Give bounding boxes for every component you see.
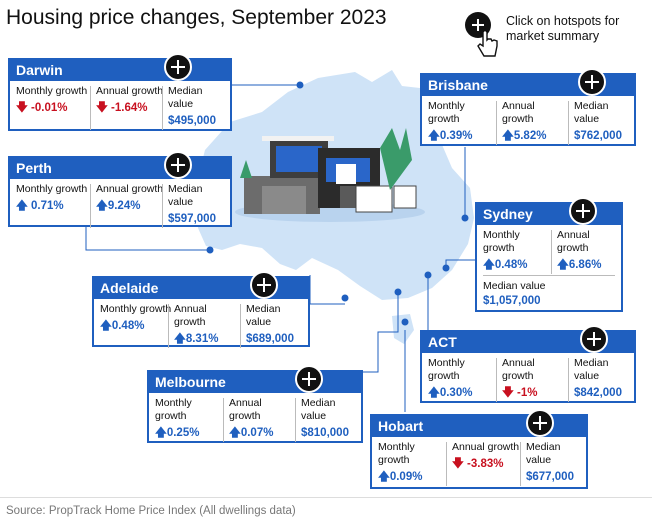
page-title: Housing price changes, September 2023 (6, 6, 387, 29)
median-value: Median value $597,000 (168, 183, 216, 225)
monthly-growth: Monthly growth 🡅0.30% (428, 357, 498, 400)
median-value: Median value $762,000 (574, 100, 622, 142)
monthly-value: 🡅0.39% (428, 130, 473, 142)
card-title: Hobart (372, 416, 586, 437)
tasmania (392, 314, 414, 344)
monthly-growth: Monthly growth 🡅0.25% (155, 397, 225, 440)
monthly-growth: Monthly growth 🡅 0.71% (16, 183, 88, 212)
card-brisbane[interactable]: Brisbane Monthly growth 🡅0.39% Annual gr… (420, 68, 636, 146)
annual-value: 🡅8.31% (174, 333, 219, 345)
annual-growth: Annual growth 🡅5.82% (502, 100, 568, 143)
annual-value: 🡅9.24% (96, 200, 141, 212)
annual-value: 🡇 -1.64% (96, 102, 148, 114)
median-value: Median value $810,000 (301, 397, 349, 439)
house-illustration (235, 128, 425, 222)
pointing-hand-icon (477, 29, 498, 57)
median-value: Median value $677,000 (526, 441, 574, 483)
card-title: Sydney (477, 204, 621, 225)
expand-plus-icon[interactable] (569, 197, 597, 225)
source-note: Source: PropTrack Home Price Index (All … (6, 505, 296, 517)
card-act[interactable]: ACT Monthly growth 🡅0.30% Annual growth … (420, 325, 636, 403)
connector-lines (85, 81, 475, 412)
footer-divider (0, 497, 652, 498)
card-title: Perth (10, 158, 230, 179)
monthly-growth: Monthly growth 🡅0.09% (378, 441, 446, 484)
card-title: Darwin (10, 60, 230, 81)
median-value: Median value $1,057,000 (483, 280, 546, 307)
annual-growth: Annual growth 🡅0.07% (229, 397, 295, 440)
card-adelaide[interactable]: Adelaide Monthly growth 🡅0.48% Annual gr… (92, 271, 310, 348)
median-value: Median value $495,000 (168, 85, 216, 127)
monthly-growth: Monthly growth 🡇 -0.01% (16, 85, 88, 114)
monthly-growth: Monthly growth 🡅0.39% (428, 100, 498, 143)
monthly-value: 🡇 -0.01% (16, 102, 68, 114)
card-sydney[interactable]: Sydney Monthly growth 🡅0.48% Annual grow… (475, 197, 623, 312)
annual-growth: Annual growth 🡇 -3.83% (452, 441, 520, 470)
annual-growth: Annual growth 🡇 -1.64% (96, 85, 166, 115)
median-value: Median value $842,000 (574, 357, 622, 399)
annual-value: 🡅0.07% (229, 427, 274, 439)
expand-plus-icon[interactable] (295, 365, 323, 393)
monthly-value: 🡅0.25% (155, 427, 200, 439)
monthly-value: 🡅0.48% (483, 259, 528, 271)
monthly-value: 🡅0.48% (100, 320, 145, 332)
annual-value: 🡅6.86% (557, 259, 602, 271)
expand-plus-icon[interactable] (250, 271, 278, 299)
expand-plus-icon[interactable] (578, 68, 606, 96)
annual-value: 🡇 -3.83% (452, 458, 504, 470)
divider (483, 275, 615, 276)
annual-value: 🡅5.82% (502, 130, 547, 142)
expand-plus-icon[interactable] (580, 325, 608, 353)
card-hobart[interactable]: Hobart Monthly growth 🡅0.09% Annual grow… (370, 409, 588, 489)
card-perth[interactable]: Perth Monthly growth 🡅 0.71% Annual grow… (8, 151, 232, 228)
monthly-value: 🡅0.30% (428, 387, 473, 399)
hint-text: Click on hotspots for market summary (506, 14, 620, 43)
expand-plus-icon[interactable] (526, 409, 554, 437)
monthly-growth: Monthly growth 🡅0.48% (100, 303, 172, 332)
expand-plus-icon[interactable] (164, 151, 192, 179)
expand-plus-icon[interactable] (164, 53, 192, 81)
annual-growth: Annual growth 🡇 -1% (502, 357, 568, 400)
monthly-value: 🡅0.09% (378, 471, 423, 483)
card-melbourne[interactable]: Melbourne Monthly growth 🡅0.25% Annual g… (147, 365, 363, 443)
annual-growth: Annual growth 🡅8.31% (174, 303, 240, 346)
annual-value: 🡇 -1% (502, 387, 538, 399)
annual-growth: Annual growth 🡅6.86% (557, 229, 621, 272)
annual-growth: Annual growth 🡅9.24% (96, 183, 166, 213)
median-value: Median value $689,000 (246, 303, 294, 345)
card-darwin[interactable]: Darwin Monthly growth 🡇 -0.01% Annual gr… (8, 53, 232, 131)
monthly-growth: Monthly growth 🡅0.48% (483, 229, 551, 272)
monthly-value: 🡅 0.71% (16, 200, 64, 212)
card-title: Melbourne (149, 372, 361, 393)
